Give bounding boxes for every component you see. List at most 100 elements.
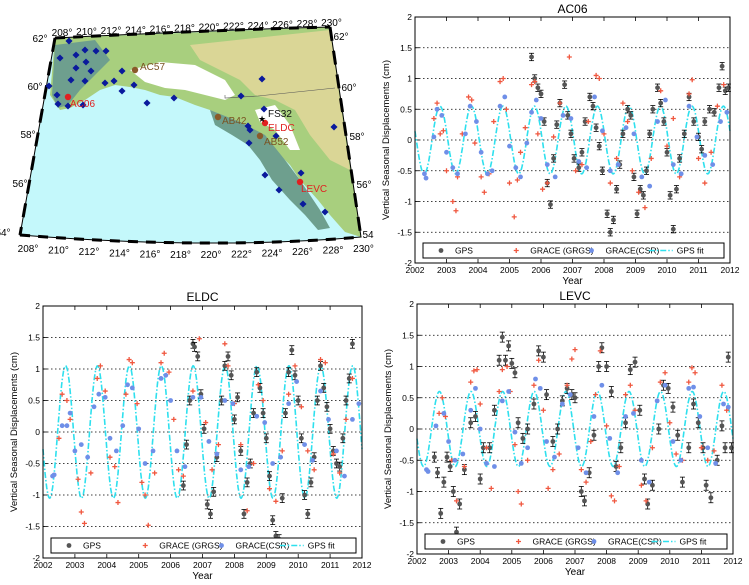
chart-title: AC06	[557, 2, 587, 16]
gps-point	[195, 354, 201, 359]
grace-grgs-point	[166, 369, 172, 375]
grace-grgs-point	[511, 214, 517, 220]
grace-grgs-point	[244, 508, 250, 514]
gps-point	[579, 149, 585, 155]
grace-csr-point	[533, 376, 538, 382]
grace-grgs-point	[298, 404, 304, 410]
grace-grgs-point	[454, 498, 459, 504]
grace-grgs-point	[318, 357, 324, 363]
grace-grgs-point	[620, 100, 626, 106]
grace-grgs-point	[689, 77, 695, 83]
gps-site-marker	[118, 87, 126, 95]
gps-point	[613, 464, 619, 469]
series-grace-csr-	[422, 94, 730, 189]
gps-point	[457, 501, 463, 507]
gps-point	[244, 480, 250, 485]
station-label-eldc: ELDC	[268, 123, 295, 134]
grace-csr-point	[518, 174, 523, 180]
grace-grgs-point	[440, 128, 446, 134]
grace-grgs-point	[251, 461, 257, 466]
grace-grgs-point	[557, 100, 563, 106]
coastal-lowland-se	[210, 110, 330, 230]
gps-point	[260, 410, 266, 416]
grace-grgs-point	[496, 389, 502, 394]
grace-csr-point	[559, 401, 565, 407]
x-axis-label: Year	[192, 571, 213, 582]
gps-point	[201, 426, 207, 432]
gps-point	[536, 348, 542, 354]
grace-csr-point	[655, 119, 660, 124]
gps-site-marker	[258, 75, 266, 83]
lon-label-bottom: 222°	[231, 249, 252, 260]
alaska-station-map: 208° 210° 212° 214° 216° 218° 220° 222° 224° 226°…	[0, 18, 374, 261]
grace-grgs-point	[203, 420, 209, 426]
gps-point	[462, 467, 467, 473]
grace-grgs-point	[607, 180, 613, 186]
gps-point	[604, 211, 610, 217]
grace-csr-point	[718, 119, 723, 124]
lon-label-top: 220°	[199, 23, 220, 34]
grace-grgs-point	[642, 205, 648, 211]
grace-grgs-point	[431, 115, 437, 121]
grace-grgs-point	[504, 364, 510, 369]
gps-point	[680, 479, 685, 485]
ice-field	[130, 62, 235, 100]
series-gps	[180, 338, 355, 544]
grace-csr-point	[576, 159, 582, 164]
gps-point	[263, 435, 269, 441]
gps-point	[675, 432, 681, 438]
y-tick-label: 1	[407, 74, 412, 84]
legend-gps-marker	[66, 543, 72, 548]
map-frame-ticks-right	[328, 26, 363, 238]
grace-grgs-point	[481, 189, 487, 195]
y-tick-label: 0	[409, 424, 414, 434]
y-tick-label: 0	[35, 427, 40, 437]
grace-grgs-point	[139, 479, 145, 485]
highlighted-site-marker	[296, 178, 304, 186]
gps-point	[346, 376, 352, 381]
highlighted-site-marker	[214, 113, 222, 121]
gps-point	[722, 445, 728, 451]
y-tick-label: 2	[409, 299, 414, 309]
grace-csr-point	[342, 473, 347, 479]
grace-grgs-point	[544, 180, 550, 186]
grace-csr-point	[182, 464, 188, 470]
grace-csr-point	[174, 448, 180, 454]
grace-csr-point	[502, 94, 508, 100]
map-longitude-labels-top: 208° 210° 212° 214° 216° 218° 220° 222° 224° 226°…	[52, 18, 342, 39]
series-gps-fit-line	[416, 390, 734, 468]
gps-point	[238, 448, 244, 454]
grace-grgs-point	[499, 367, 505, 373]
gps-point	[438, 510, 444, 516]
grace-csr-point	[513, 165, 519, 171]
station-label-ab42: AB42	[222, 116, 247, 127]
legend-grace-csr-marker	[591, 539, 597, 544]
gps-point	[340, 435, 346, 441]
series-grace-grgs-	[56, 336, 355, 528]
grace-grgs-point	[686, 379, 692, 385]
gps-point	[550, 439, 556, 444]
grace-grgs-point	[696, 155, 701, 161]
gps-point	[650, 106, 656, 112]
grace-grgs-point	[670, 115, 676, 121]
gps-point	[670, 226, 676, 232]
grace-grgs-point	[477, 401, 483, 407]
lon-label-bottom: 218°	[170, 250, 191, 261]
gps-point	[611, 217, 616, 223]
grace-grgs-point	[129, 360, 135, 366]
gps-point	[318, 363, 323, 369]
grace-grgs-point	[714, 103, 720, 109]
grace-grgs-point	[536, 357, 542, 363]
grace-grgs-point	[158, 360, 164, 366]
gps-point	[661, 119, 667, 124]
x-tick-label: 2006	[534, 556, 553, 566]
gps-point	[531, 401, 537, 407]
lon-label-top: 230°	[321, 18, 342, 29]
gps-point	[665, 385, 671, 391]
grace-csr-point	[473, 385, 478, 391]
gps-point	[686, 445, 692, 451]
grace-csr-point	[67, 410, 73, 416]
legend-label: GPS	[83, 541, 101, 551]
